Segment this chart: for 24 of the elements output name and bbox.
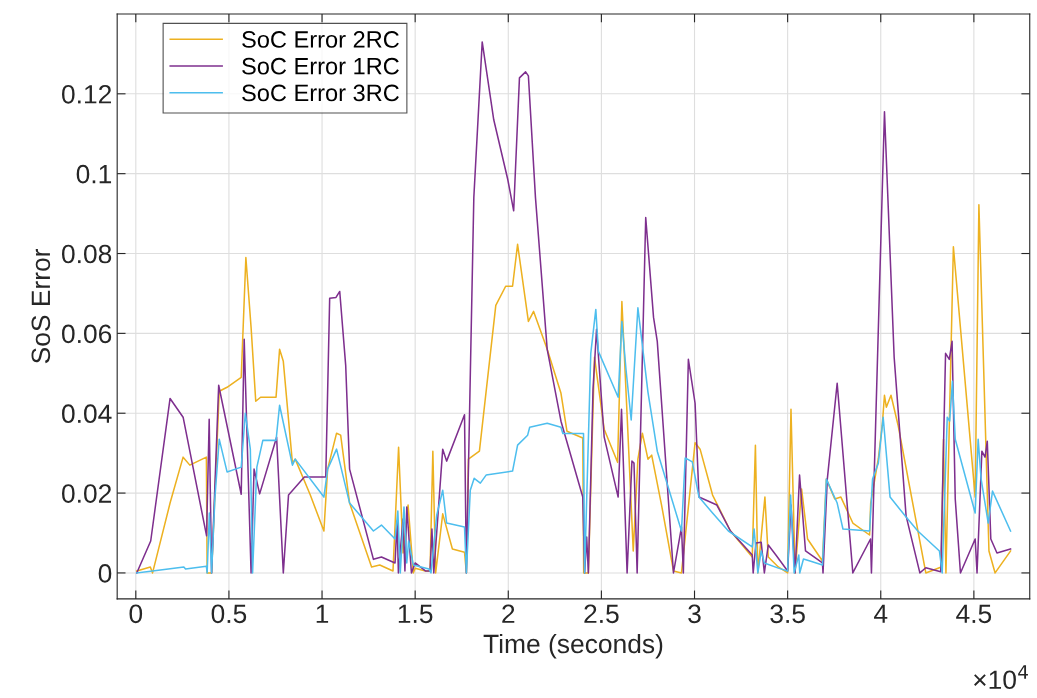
legend-label: SoC Error 1RC — [242, 57, 399, 75]
x-tick-label: 4 — [874, 604, 888, 623]
y-tick-label: 0.02 — [62, 484, 111, 503]
legend-label: SoC Error 3RC — [242, 84, 399, 102]
y-tick-label: 0.06 — [62, 324, 112, 344]
y-tick-label: 0 — [98, 564, 112, 583]
text: ×10$^{4}$ — [974, 665, 1028, 690]
y-tick-label: 0.1 — [76, 164, 112, 184]
x-tick-label: 1 — [316, 604, 329, 623]
x-tick-label: 2.5 — [584, 604, 619, 624]
line-series — [135, 307, 1012, 574]
legend-label: SoC Error 2RC — [242, 31, 399, 48]
y-tick-label: 0.04 — [62, 404, 112, 424]
x-tick-label: 3 — [688, 604, 701, 624]
x-tick-label: 3.5 — [770, 604, 805, 624]
x-axis-title: Time (seconds) — [483, 633, 663, 659]
y-tick-label: 0.08 — [62, 244, 112, 264]
x-tick-label: 0.5 — [211, 604, 247, 624]
x-tick-label: 0 — [129, 604, 143, 624]
y-axis-title: SoS Error — [31, 248, 51, 364]
y-tick-label: 0.12 — [62, 84, 111, 104]
x-tick-label: 2 — [502, 604, 515, 623]
x-tick-label: 1.5 — [398, 604, 433, 624]
x-tick-label: 4.5 — [956, 604, 992, 624]
